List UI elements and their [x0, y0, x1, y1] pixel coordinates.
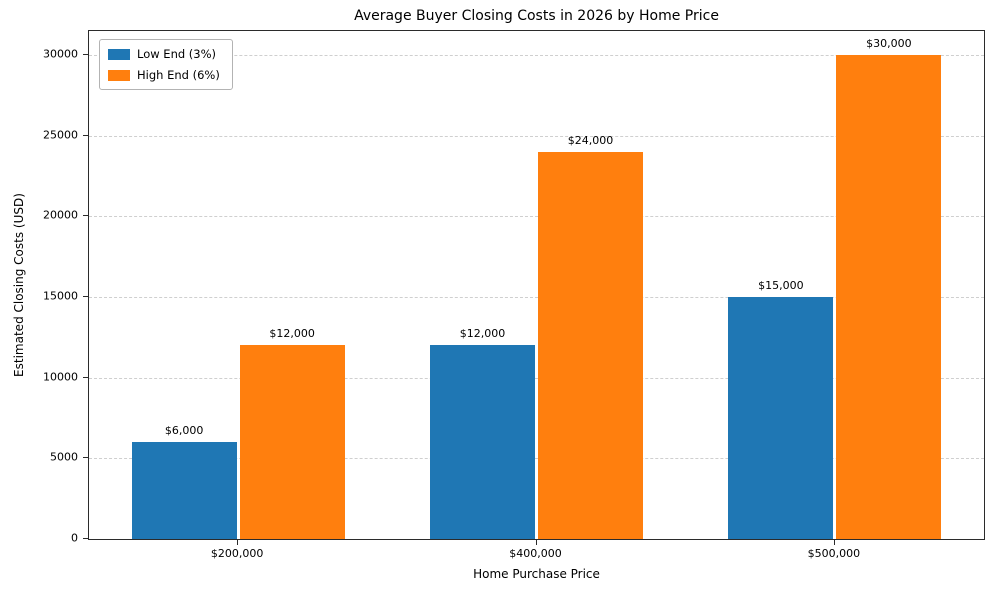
bar-low-end-3-400-000	[430, 345, 535, 539]
ytick-label-25000: 25000	[43, 128, 78, 142]
gridline-20000	[89, 216, 984, 218]
gridline-10000	[89, 377, 984, 379]
legend-item-high-end-6: High End (6%)	[108, 68, 220, 82]
xtick-label-200-000: $200,000	[210, 547, 264, 560]
bar-value-label-low-end-3-200-000: $6,000	[164, 424, 204, 438]
bar-value-label-low-end-3-500-000: $15,000	[758, 279, 804, 293]
ytick-label-10000: 10000	[43, 370, 78, 384]
y-axis-ticks: 0 5000 10000 15000 20000 25000 30000	[0, 30, 88, 545]
chart-title: Average Buyer Closing Costs in 2026 by H…	[354, 8, 719, 24]
xtick-label-500-000: $500,000	[807, 547, 861, 560]
ytick-label-0: 0	[71, 531, 78, 545]
bars-layer: $6,000 $12,000 $12,000 $24,000 $15,000 $30,00…	[89, 31, 984, 539]
bar-high-end-6-200-000	[239, 345, 345, 539]
ytick-mark	[83, 376, 88, 378]
gridline-5000	[89, 458, 984, 460]
legend-swatch-icon	[108, 69, 130, 81]
gridline-30000	[89, 55, 984, 57]
bar-high-end-6-400-000	[538, 151, 643, 539]
bar-high-end-6-500-000	[836, 55, 942, 539]
legend-item-low-end-3: Low End (3%)	[108, 47, 220, 61]
x-axis-ticks: $200,000 $400,000 $500,000	[88, 540, 985, 566]
bar-low-end-3-500-000	[728, 297, 834, 539]
ytick-label-30000: 30000	[43, 47, 78, 61]
plot-area: $6,000 $12,000 $12,000 $24,000 $15,000 $30,00…	[88, 30, 985, 540]
bar-value-label-high-end-6-500-000: $30,000	[866, 37, 912, 51]
xtick-mark	[833, 540, 835, 545]
bar-value-label-high-end-6-400-000: $24,000	[567, 133, 614, 147]
bar-value-label-low-end-3-400-000: $12,000	[459, 327, 506, 341]
gridline-15000	[89, 297, 984, 299]
bar-value-label-high-end-6-200-000: $12,000	[269, 327, 315, 341]
ytick-mark	[83, 134, 88, 136]
gridlines	[89, 31, 984, 539]
xtick-mark	[535, 540, 537, 545]
ytick-mark	[83, 215, 88, 217]
legend: Low End (3%) High End (6%)	[99, 39, 233, 90]
bar-low-end-3-200-000	[131, 442, 237, 539]
ytick-label-15000: 15000	[43, 289, 78, 303]
ytick-mark	[83, 296, 88, 298]
ytick-mark	[83, 538, 88, 539]
ytick-mark	[83, 457, 88, 459]
x-axis-label: Home Purchase Price	[473, 567, 600, 581]
legend-swatch-icon	[108, 48, 130, 60]
xtick-mark	[237, 540, 239, 545]
legend-label: High End (6%)	[137, 68, 220, 82]
xtick-label-400-000: $400,000	[509, 547, 562, 560]
ytick-label-20000: 20000	[43, 208, 78, 222]
gridline-25000	[89, 135, 984, 137]
ytick-label-5000: 5000	[50, 450, 78, 464]
legend-label: Low End (3%)	[137, 47, 217, 61]
ytick-mark	[83, 54, 88, 56]
